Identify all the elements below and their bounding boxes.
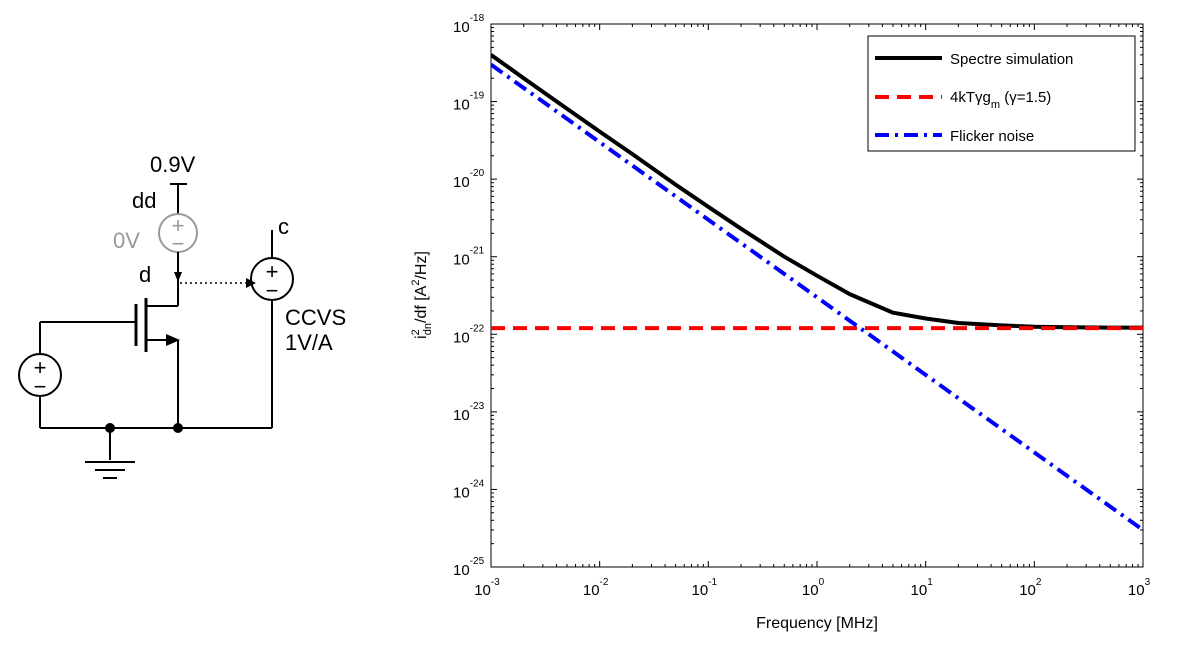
series-flicker-noise [491, 62, 1143, 532]
ammeter-plus-symbol: + [172, 213, 185, 238]
nmos-transistor [134, 298, 180, 428]
x-tick-label: 101 [911, 577, 934, 599]
x-tick-label: 10-3 [474, 577, 500, 599]
ammeter-value-label: 0V [113, 228, 140, 253]
y-tick-base: 10 [453, 484, 470, 501]
current-arrow-icon [174, 272, 182, 282]
drain-node-label: d [139, 262, 151, 287]
x-tick-exponent: -3 [491, 577, 500, 588]
y-tick-label: 10-19 [453, 91, 485, 114]
y-tick-exponent: -23 [470, 401, 485, 412]
legend: Spectre simulation 4kTγgm (γ=1.5) Flicke… [867, 35, 1136, 152]
axis-ticks [490, 23, 1144, 568]
ccvs-source: + − [250, 257, 294, 303]
y-tick-label: 10-23 [453, 401, 485, 424]
ccvs-name-label: CCVS [285, 305, 346, 330]
ammeter-source: + − [158, 213, 198, 256]
output-node-label: c [278, 214, 289, 239]
y-tick-exponent: -25 [470, 556, 485, 567]
y-tick-label: 10-20 [453, 168, 485, 191]
x-tick-base: 10 [911, 582, 928, 599]
x-tick-exponent: 1 [927, 577, 933, 588]
y-label-base: i [413, 335, 430, 339]
x-tick-exponent: -1 [708, 577, 717, 588]
y-tick-label: 10-22 [453, 323, 485, 346]
y-tick-exponent: -21 [470, 246, 485, 257]
series-lines [491, 53, 1143, 532]
y-label-rest: /df [A [413, 285, 430, 323]
vdd-node-label: dd [132, 188, 156, 213]
y-tick-label: 10-24 [453, 478, 485, 501]
x-tick-label: 103 [1128, 577, 1151, 599]
ammeter-minus-symbol: − [172, 231, 185, 256]
vdd-value-label: 0.9V [150, 152, 196, 177]
legend-label-thermal: 4kTγgm (γ=1.5) [950, 89, 1051, 111]
x-tick-exponent: 2 [1036, 577, 1042, 588]
legend-thermal-main: 4kTγg [950, 89, 991, 106]
x-tick-base: 10 [474, 582, 491, 599]
gate-voltage-source: + − [18, 353, 62, 399]
y-tick-exponent: -19 [470, 91, 485, 102]
mosfet-source-arrow-icon [166, 334, 180, 346]
x-tick-exponent: -2 [600, 577, 609, 588]
y-tick-base: 10 [453, 97, 470, 114]
x-tick-label: 100 [802, 577, 825, 599]
y-axis-label: i2dn/df [A2/Hz] [410, 251, 434, 339]
legend-label-flicker: Flicker noise [950, 128, 1034, 145]
gate-source-minus-symbol: − [34, 374, 47, 399]
x-tick-base: 10 [583, 582, 600, 599]
series-spectre-simulation [491, 53, 1143, 330]
ccvs-minus-symbol: − [266, 278, 279, 303]
circuit-schematic: 0.9V dd + − 0V d + [18, 152, 346, 479]
gate-source-plus-symbol: + [34, 355, 47, 380]
x-tick-label: 10-1 [692, 577, 718, 599]
y-label-sub: dn [422, 323, 434, 335]
ground-symbol-icon [85, 461, 135, 479]
x-tick-base: 10 [1019, 582, 1036, 599]
y-tick-exponent: -24 [470, 478, 485, 489]
y-tick-base: 10 [453, 562, 470, 579]
y-tick-exponent: -22 [470, 323, 485, 334]
y-tick-base: 10 [453, 252, 470, 269]
x-tick-label: 102 [1019, 577, 1042, 599]
y-label-sup: 2 [410, 329, 422, 335]
ccvs-plus-symbol: + [266, 259, 279, 284]
y-label-unit-sup: 2 [410, 280, 422, 286]
noise-chart: 10-3 10-2 10-1 100 101 102 10310-2510-2410-231… [410, 13, 1151, 632]
y-tick-base: 10 [453, 407, 470, 424]
x-tick-base: 10 [802, 582, 819, 599]
y-label-tail: /Hz] [413, 251, 430, 279]
y-tick-base: 10 [453, 329, 470, 346]
y-tick-exponent: -18 [470, 13, 485, 24]
x-tick-base: 10 [692, 582, 709, 599]
y-tick-base: 10 [453, 174, 470, 191]
y-tick-base: 10 [453, 19, 470, 36]
y-tick-exponent: -20 [470, 168, 485, 179]
y-tick-label: 10-18 [453, 13, 485, 36]
ccvs-gain-label: 1V/A [285, 330, 333, 355]
axis-tick-labels: 10-3 10-2 10-1 100 101 102 10310-2510-2410-231… [453, 13, 1151, 599]
x-tick-exponent: 0 [819, 577, 825, 588]
y-tick-label: 10-25 [453, 556, 485, 579]
x-tick-label: 10-2 [583, 577, 609, 599]
source-junction-dot [173, 423, 183, 433]
x-tick-exponent: 3 [1145, 577, 1151, 588]
legend-label-spectre: Spectre simulation [950, 51, 1073, 68]
legend-thermal-tail: (γ=1.5) [1000, 89, 1051, 106]
x-tick-base: 10 [1128, 582, 1145, 599]
y-tick-label: 10-21 [453, 246, 485, 269]
legend-box [867, 35, 1136, 152]
x-axis-label: Frequency [MHz] [756, 615, 878, 632]
legend-thermal-sub: m [991, 99, 1000, 111]
